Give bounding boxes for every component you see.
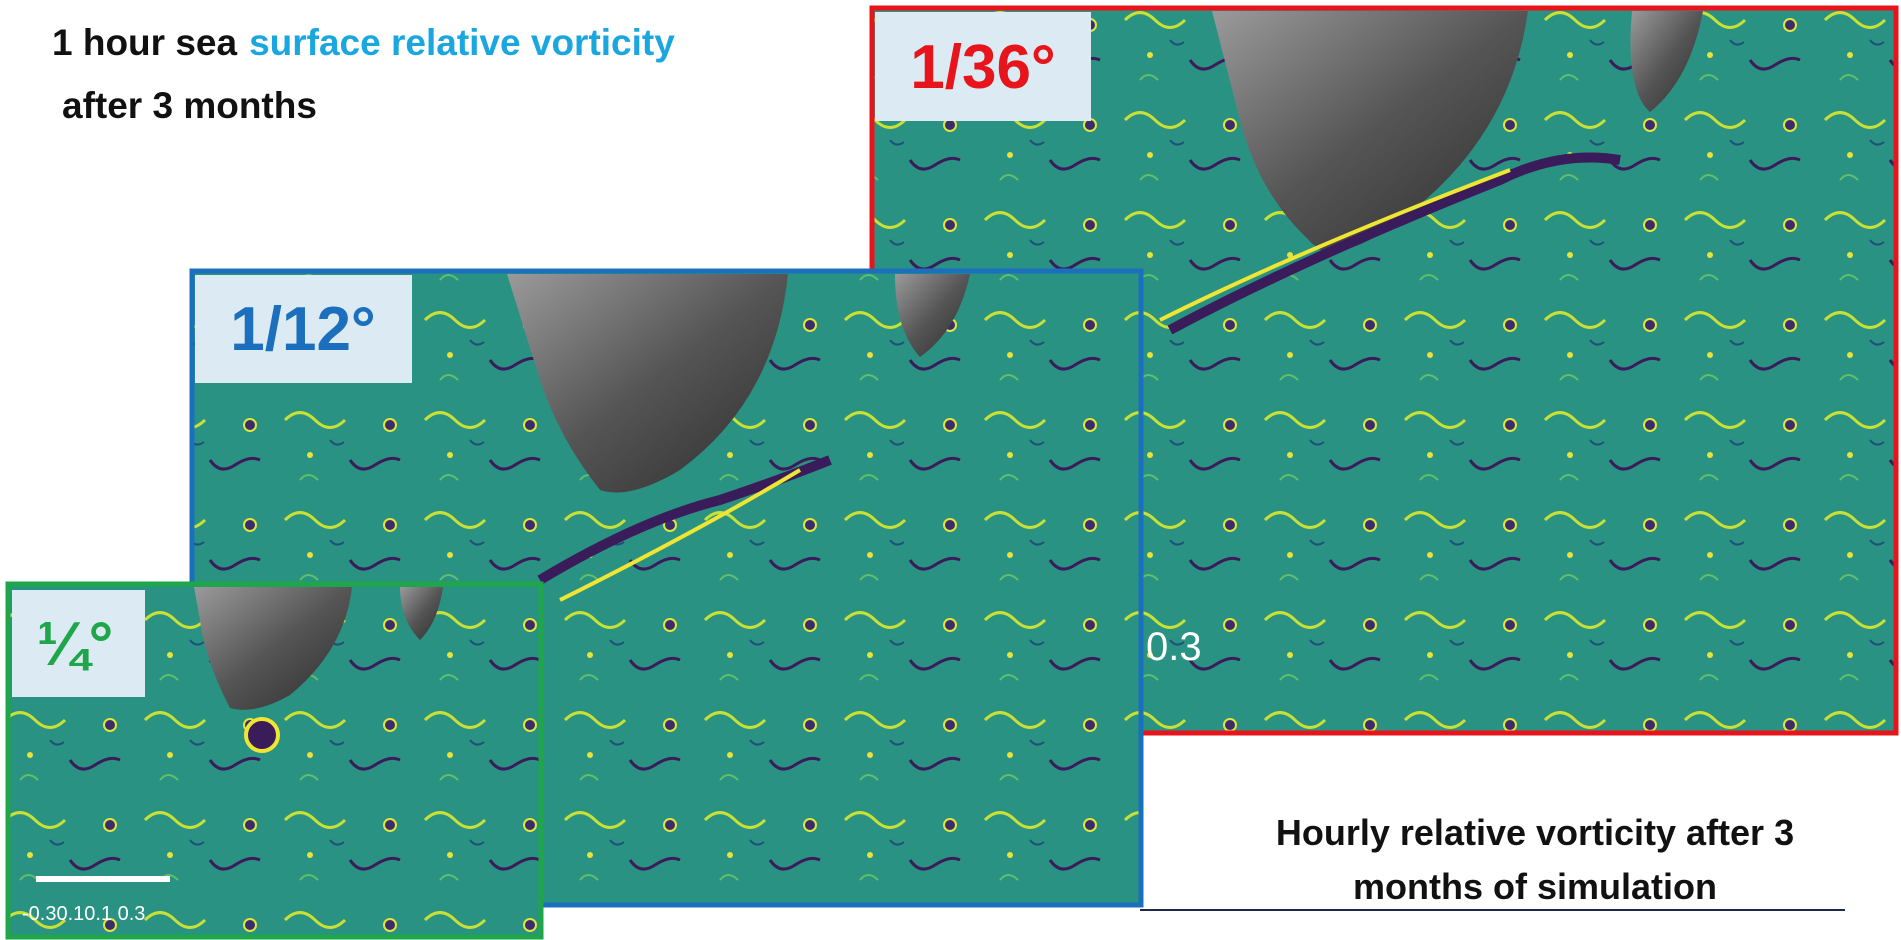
panel-label: ¼° — [37, 610, 114, 679]
panel-label: 1/36° — [910, 33, 1055, 102]
eddy — [246, 719, 278, 751]
colorbar-label: -0.30.10.1 0.3 — [22, 903, 145, 925]
page: 1 hour sea surface relative vorticity aft… — [0, 0, 1901, 940]
title-line1: 1 hour sea surface relative vorticity — [52, 22, 675, 63]
panel-label: 1/12° — [230, 295, 375, 364]
title-highlight: surface relative vorticity — [249, 22, 675, 63]
caption-line: months of simulation — [1353, 866, 1717, 907]
colorbar-label: 0.3 — [1146, 625, 1202, 669]
title-start: 1 hour sea — [52, 22, 237, 63]
colorbar — [36, 876, 170, 882]
title-line2: after 3 months — [62, 85, 317, 126]
slide: 1 hour sea surface relative vorticity aft… — [0, 0, 1901, 940]
panel-4: -0.30.10.1 0.3 ¼° — [8, 584, 541, 937]
caption-line: Hourly relative vorticity after 3 — [1276, 812, 1794, 853]
